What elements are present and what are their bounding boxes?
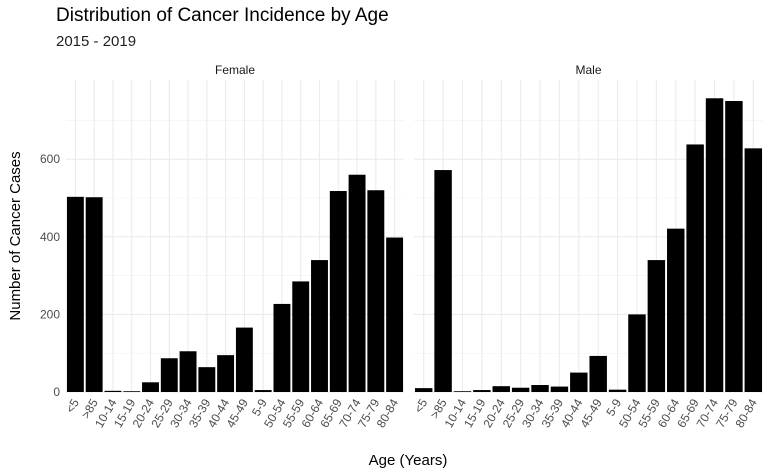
bar-male-<5 bbox=[414, 388, 433, 392]
x-tick-label: <5 bbox=[411, 396, 430, 415]
bar-female-80-84 bbox=[386, 237, 404, 392]
bar-female-40-44 bbox=[217, 355, 235, 392]
bar-female-<5 bbox=[66, 196, 84, 392]
bar-female-60-64 bbox=[311, 260, 328, 392]
facet-label-female: Female bbox=[215, 63, 255, 77]
bar-female-20-24 bbox=[142, 382, 159, 392]
x-tick-label: <5 bbox=[63, 396, 82, 415]
bar-male-75-79 bbox=[725, 101, 743, 392]
facet-panels: Female<5>8510-1415-1920-2425-2930-3435-3… bbox=[63, 63, 763, 430]
bar-male-35-39 bbox=[550, 386, 569, 392]
bar-female->85 bbox=[85, 197, 103, 392]
facet-label-male: Male bbox=[575, 63, 601, 77]
bar-male-5-9 bbox=[608, 389, 627, 392]
bar-male-55-59 bbox=[647, 260, 666, 392]
facet-panel-male: Male<5>8510-1415-1920-2425-2930-3435-394… bbox=[411, 63, 763, 430]
facet-panel-female: Female<5>8510-1415-1920-2425-2930-3435-3… bbox=[63, 63, 404, 430]
bar-female-35-39 bbox=[198, 367, 216, 392]
y-tick-label: 200 bbox=[40, 307, 60, 321]
bar-female-75-79 bbox=[367, 190, 385, 392]
bar-female-70-74 bbox=[348, 174, 366, 392]
y-axis-title: Number of Cancer Cases bbox=[7, 151, 24, 320]
bar-female-30-34 bbox=[179, 351, 197, 392]
bar-female-50-54 bbox=[273, 303, 291, 392]
y-tick-label: 0 bbox=[53, 385, 60, 399]
y-tick-label: 600 bbox=[40, 152, 60, 166]
bar-female-55-59 bbox=[292, 281, 310, 392]
bar-female-5-9 bbox=[254, 390, 272, 392]
bar-female-45-49 bbox=[235, 327, 253, 392]
bar-female-15-19 bbox=[123, 391, 141, 392]
bar-male-60-64 bbox=[667, 228, 685, 392]
bar-male-50-54 bbox=[628, 314, 646, 392]
bar-male-15-19 bbox=[473, 390, 491, 392]
y-axis-ticks: 0 200 400 600 bbox=[40, 152, 60, 399]
bar-male-25-29 bbox=[511, 387, 530, 392]
bar-male-30-34 bbox=[531, 385, 549, 392]
bar-male->85 bbox=[434, 170, 452, 392]
chart-subtitle: 2015 - 2019 bbox=[56, 33, 136, 50]
y-tick-label: 400 bbox=[40, 230, 60, 244]
chart-title: Distribution of Cancer Incidence by Age bbox=[56, 5, 389, 26]
bar-male-70-74 bbox=[705, 98, 724, 392]
bar-male-45-49 bbox=[589, 355, 607, 392]
bar-male-40-44 bbox=[570, 372, 588, 392]
bar-female-25-29 bbox=[160, 358, 178, 392]
bar-female-10-14 bbox=[104, 390, 122, 392]
bar-male-65-69 bbox=[686, 144, 704, 392]
bar-male-80-84 bbox=[744, 148, 763, 392]
bar-male-20-24 bbox=[492, 386, 510, 392]
bar-female-65-69 bbox=[329, 191, 347, 392]
x-axis-title: Age (Years) bbox=[369, 452, 448, 469]
bar-male-10-14 bbox=[453, 391, 472, 392]
